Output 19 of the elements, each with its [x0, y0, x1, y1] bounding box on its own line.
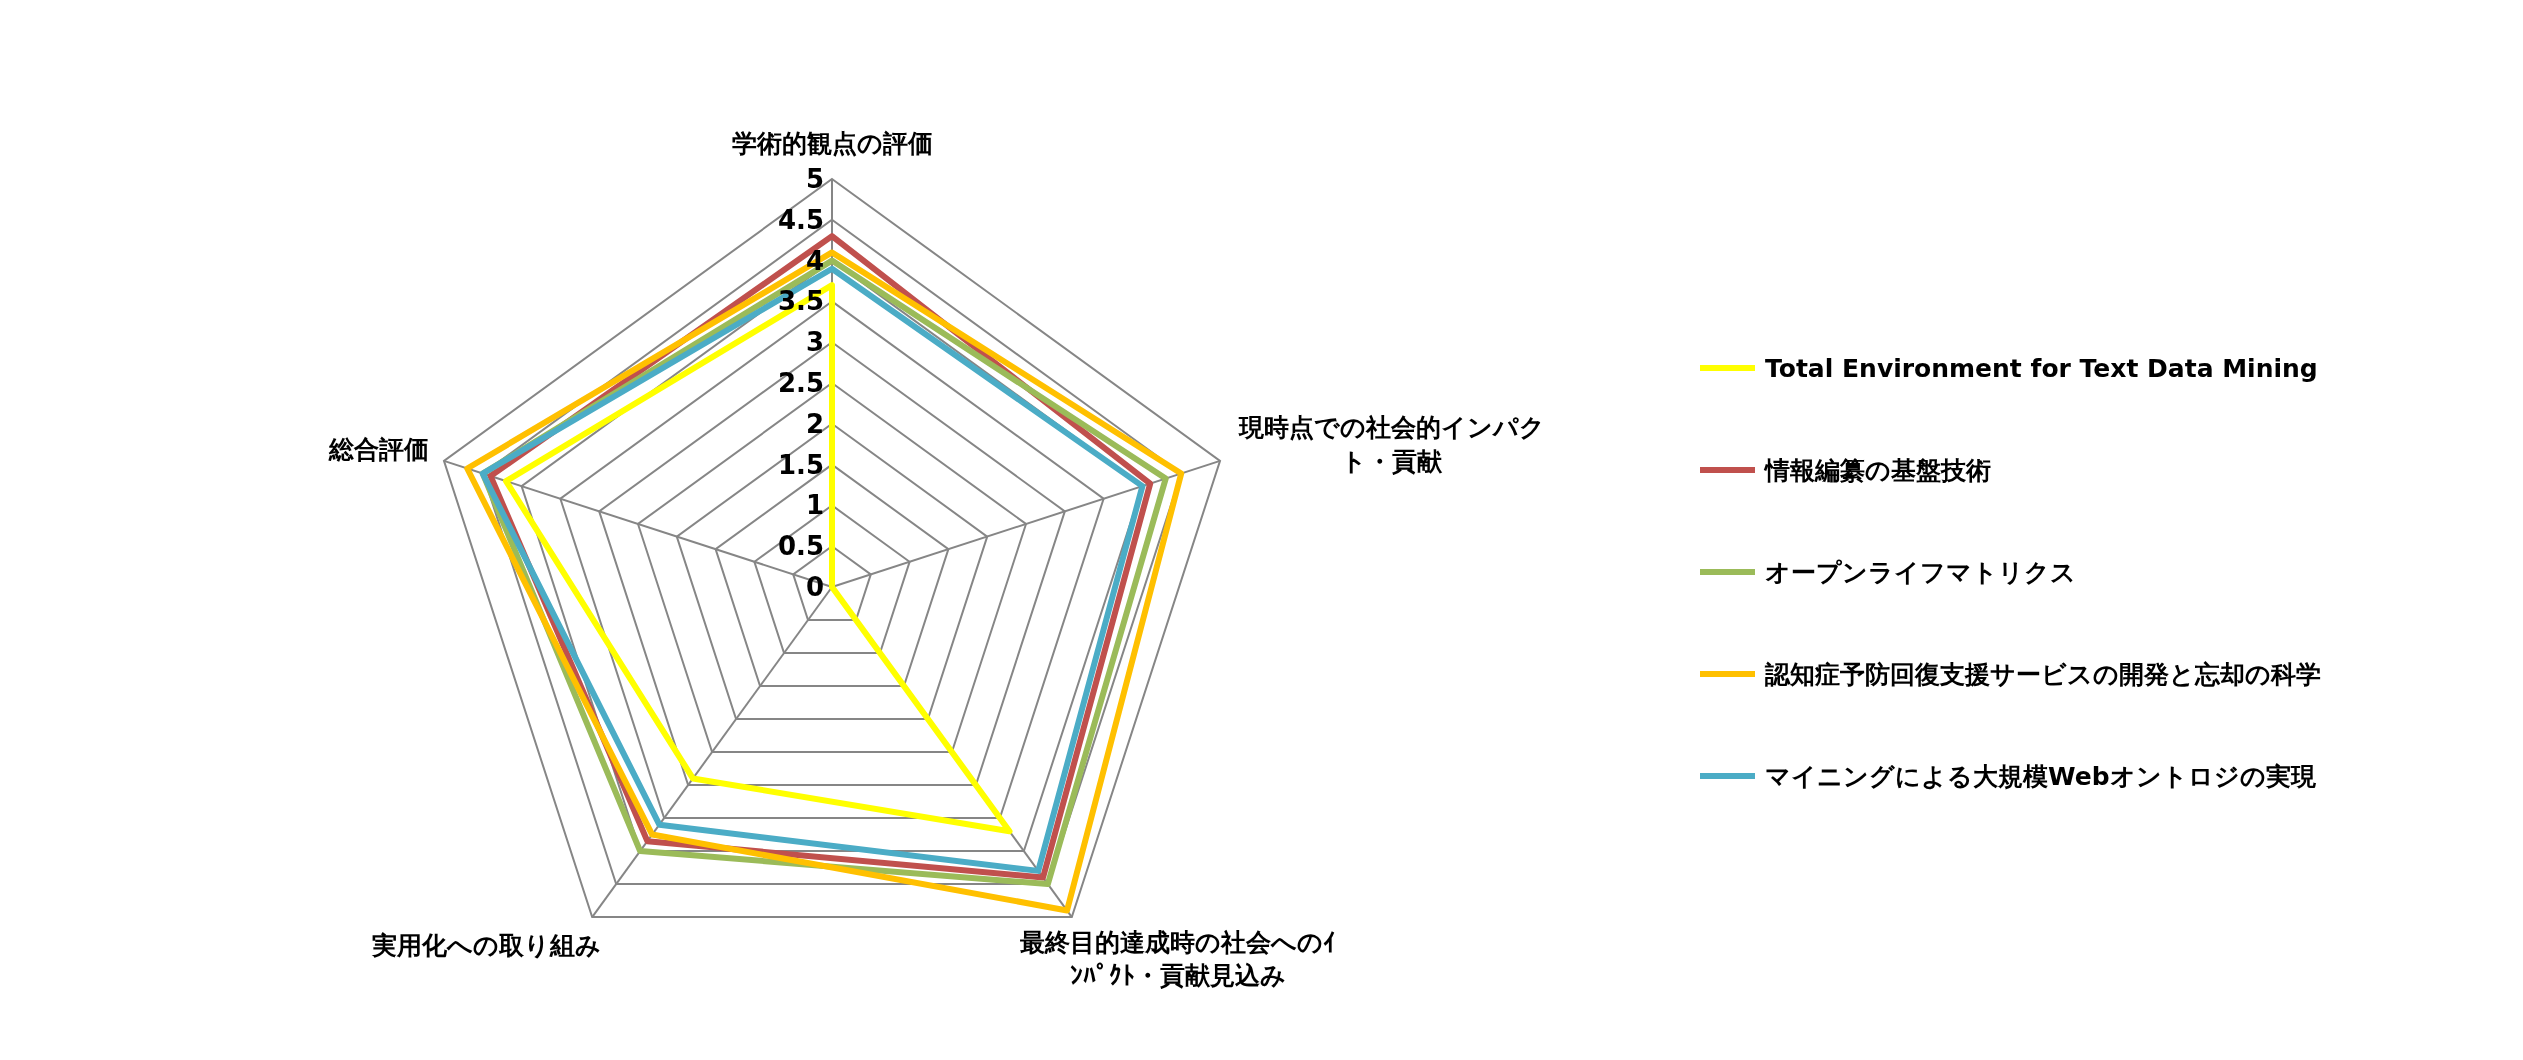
legend-label: マイニングによる大規模Webオントロジの実現 — [1765, 762, 2317, 791]
y-tick-label: 4.5 — [777, 204, 824, 235]
y-tick-label: 1.5 — [777, 449, 824, 480]
legend-label: Total Environment for Text Data Mining — [1765, 354, 2318, 383]
spoke-label: 実用化への取り組み — [370, 929, 602, 962]
legend-label: 情報編纂の基盤技術 — [1763, 456, 1991, 485]
y-tick-label: 5 — [805, 164, 824, 194]
spoke-label: 総合評価 — [329, 434, 430, 467]
y-tick-label: 0 — [805, 572, 824, 602]
legend-label: 認知症予防回復支援サービスの開発と忘却の科学 — [1764, 660, 2321, 689]
y-tick-label: 0.5 — [777, 531, 824, 562]
spoke-label: 学術的観点の評価 — [730, 128, 934, 161]
spoke-label: 最終目的達成時の社会へのｲﾝﾊﾟｸﾄ・貢献見込み — [1018, 926, 1337, 992]
y-tick-label: 2 — [805, 408, 824, 439]
y-tick-label: 1 — [805, 490, 824, 521]
legend-label: オープンライフマトリクス — [1765, 558, 2076, 587]
y-tick-label: 2.5 — [777, 368, 824, 398]
y-tick-label: 3 — [805, 327, 824, 358]
spoke-label: 現時点での社会的インパクト・貢献 — [1237, 412, 1546, 478]
